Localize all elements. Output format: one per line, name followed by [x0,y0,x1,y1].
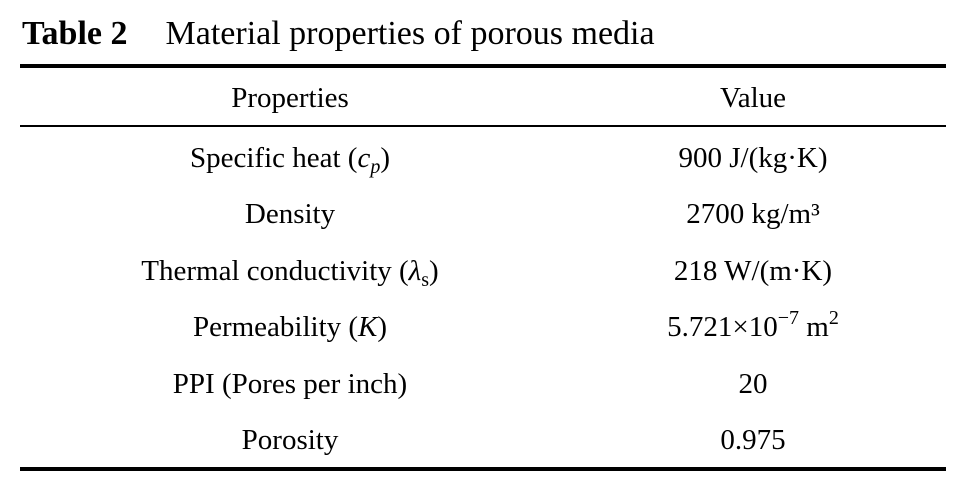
bottom-rule [20,467,946,471]
top-rule [20,64,946,68]
header-value: Value [719,82,787,114]
header-rule [20,125,946,127]
property-subscript: s [421,269,430,291]
unit-exponent: 2 [828,307,839,329]
table-row: PPI (Pores per inch) [172,368,408,400]
header-properties: Properties [231,82,349,114]
property-value: 0.975 [720,424,786,456]
table-title: Material properties of porous media [165,15,655,52]
property-subscript: p [370,156,381,178]
property-name: Thermal conductivity ( [141,255,409,287]
property-name: Permeability ( [192,311,359,343]
property-value: 20 [738,368,768,400]
table-label: Table 2 [22,15,128,52]
property-value: 5.721×10−7 m2 [667,307,839,343]
table-row: Permeability (K) [192,311,388,343]
table-row: Density [244,198,336,230]
table-caption: Table 2 Material properties of porous med… [22,12,655,56]
table-row: Thermal conductivity (λs) [141,255,439,291]
property-symbol: c [357,142,371,174]
table-row: Specific heat (cp) [189,142,391,178]
property-value: 900 J/(kg·K) [678,142,828,174]
property-symbol: λ [408,255,422,287]
property-value: 218 W/(m·K) [673,255,833,287]
value-exponent: −7 [777,307,800,329]
property-value: 2700 kg/m³ [686,198,820,230]
table-row: Porosity [241,424,339,456]
property-symbol: K [358,311,378,343]
property-name: Specific heat ( [189,142,358,174]
